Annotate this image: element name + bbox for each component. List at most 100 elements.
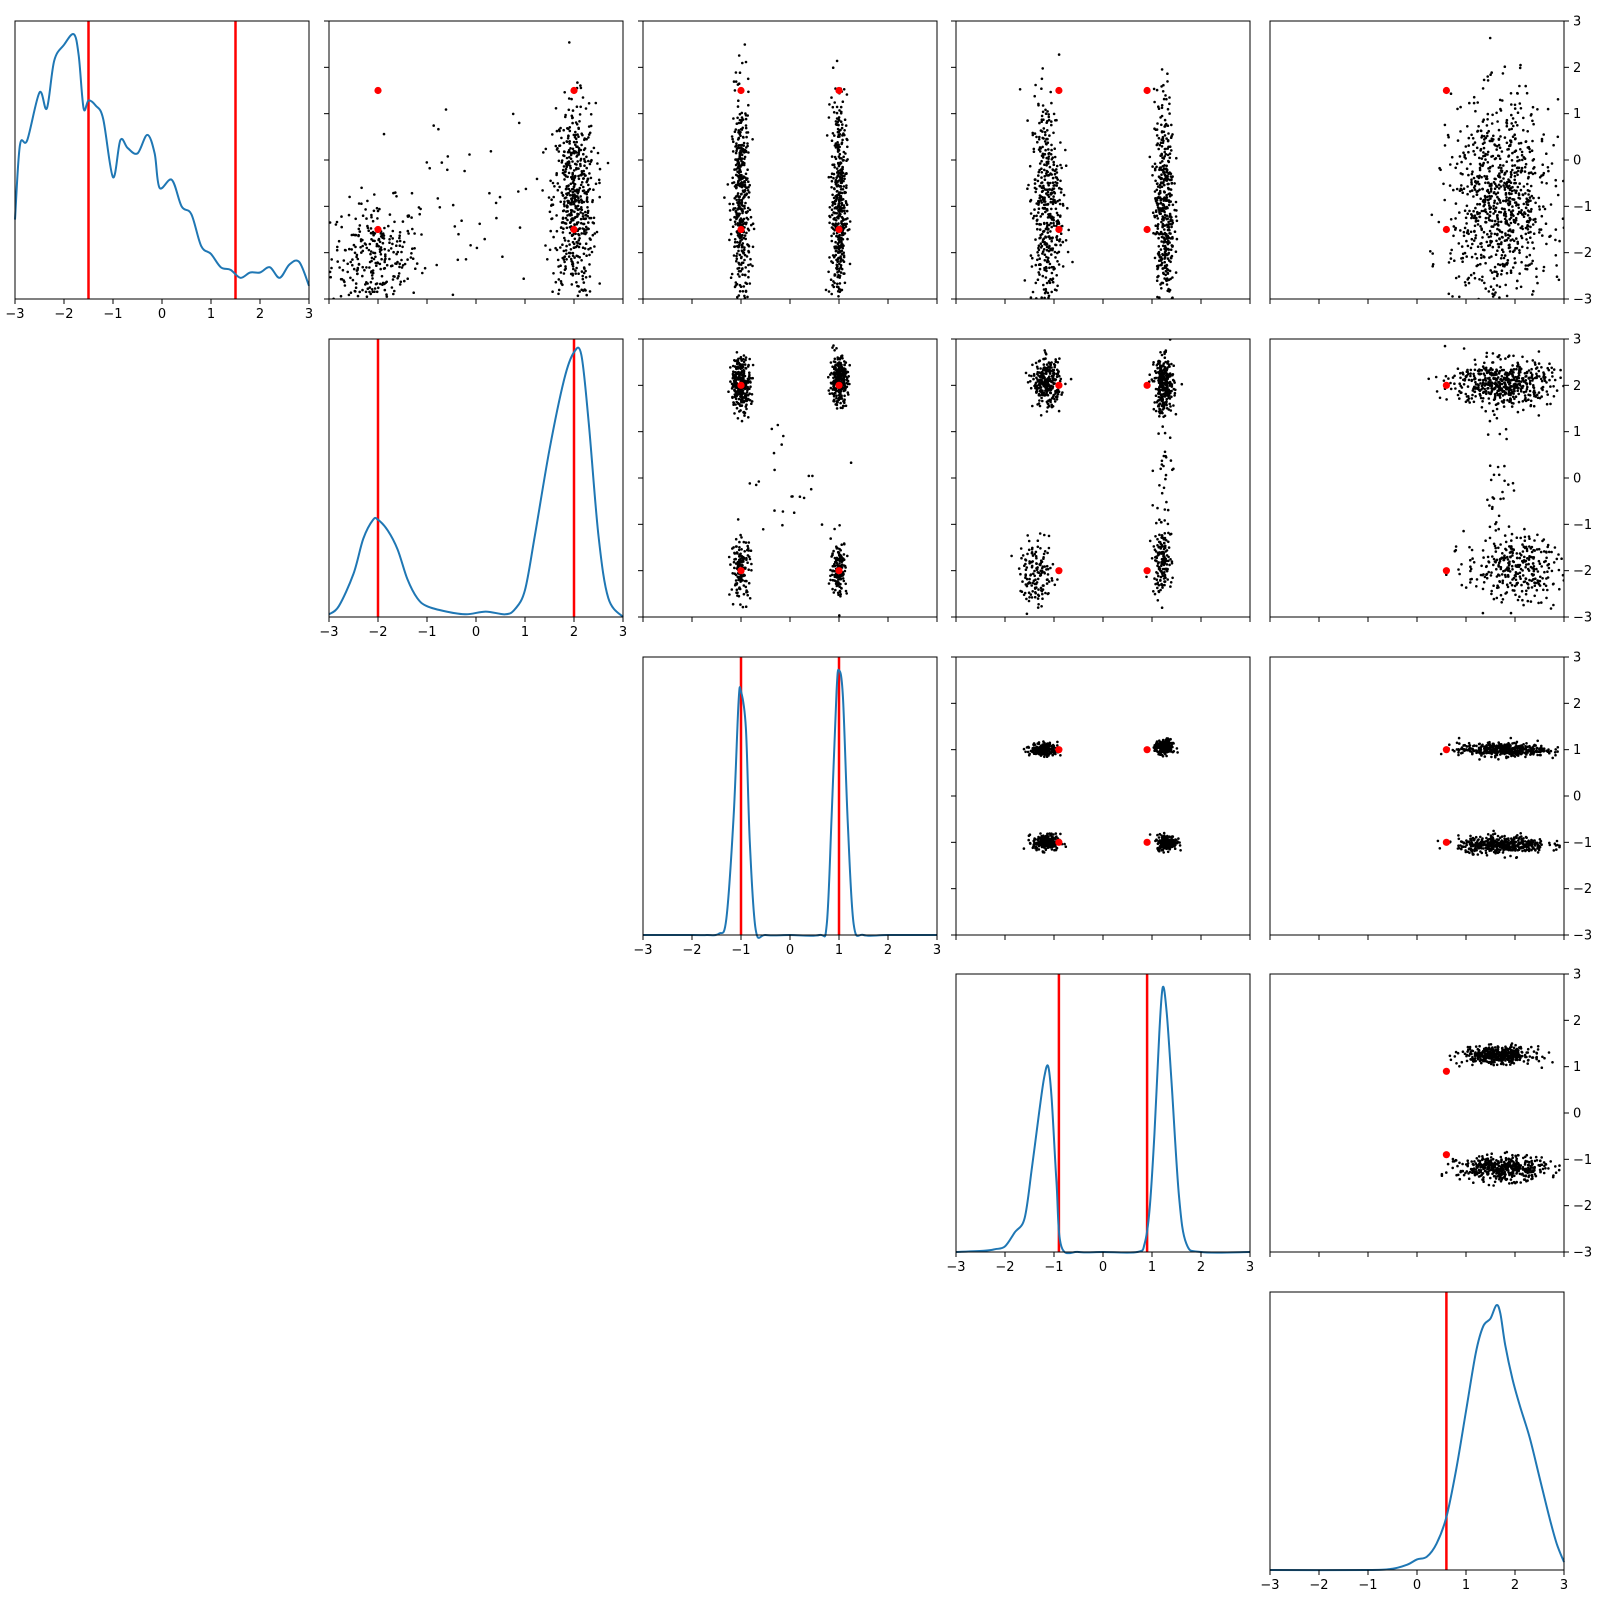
truth-point (570, 86, 578, 95)
sample-point (578, 290, 581, 293)
sample-point (1165, 164, 1168, 168)
sample-point (743, 399, 746, 403)
sample-point (1163, 164, 1166, 167)
sample-point (1048, 223, 1051, 227)
sample-point (750, 569, 753, 572)
sample-point (1508, 192, 1511, 196)
sample-point (567, 239, 570, 243)
sample-point (1526, 146, 1530, 149)
sample-point (1519, 63, 1522, 67)
sample-point (1043, 349, 1046, 352)
sample-point (1162, 190, 1166, 193)
sample-point (1052, 200, 1055, 203)
sample-point (1501, 99, 1504, 102)
sample-point (580, 270, 584, 273)
sample-point (1505, 294, 1509, 298)
panel-frame (1269, 1291, 1565, 1571)
sample-point (1057, 187, 1061, 190)
sample-point (494, 201, 498, 205)
sample-point (1499, 242, 1503, 246)
sample-point (1055, 118, 1058, 122)
sample-point (843, 387, 846, 390)
sample-point (1156, 366, 1159, 370)
sample-point (576, 294, 580, 298)
sample-point (1039, 263, 1042, 267)
sample-point (1055, 211, 1059, 215)
sample-point (1166, 107, 1170, 111)
sample-point (735, 185, 738, 189)
sample-point (740, 249, 744, 252)
sample-point (553, 185, 556, 188)
sample-point (1517, 223, 1520, 226)
sample-point (1051, 280, 1055, 284)
sample-point (748, 208, 752, 212)
sample-point (1465, 222, 1468, 225)
sample-point (1500, 150, 1504, 153)
sample-point (732, 117, 735, 120)
sample-point (737, 294, 741, 297)
sample-point (1045, 410, 1049, 413)
sample-point (1472, 216, 1476, 220)
sample-point (1476, 202, 1479, 206)
density-panel-3: −3 −2 −1 0 1 2 3 (633, 656, 941, 958)
sample-point (549, 179, 552, 183)
x-tick-label: 3 (1560, 1578, 1568, 1593)
sample-point (1162, 180, 1165, 184)
sample-point (1042, 137, 1045, 140)
sample-point (1479, 147, 1483, 151)
sample-point (836, 581, 839, 584)
sample-point (569, 166, 572, 170)
sample-point (1043, 175, 1046, 178)
sample-point (580, 173, 583, 177)
sample-point (379, 253, 383, 256)
x-tick-label: 3 (933, 943, 941, 958)
sample-point (1465, 231, 1469, 235)
sample-point (587, 136, 590, 139)
sample-point (1503, 172, 1507, 175)
sample-point (385, 293, 388, 296)
x-tick-label: 2 (256, 307, 264, 322)
sample-point (739, 217, 743, 220)
sample-point (585, 155, 588, 159)
sample-point (1064, 382, 1067, 386)
sample-point (844, 589, 848, 593)
sample-point (744, 395, 748, 399)
sample-point (567, 108, 571, 112)
sample-point (744, 366, 747, 370)
sample-point (582, 185, 585, 189)
sample-point (735, 149, 738, 153)
sample-point (1470, 180, 1473, 184)
sample-point (1035, 214, 1038, 218)
sample-point (560, 282, 563, 285)
sample-point (423, 266, 427, 270)
sample-point (733, 220, 737, 223)
sample-point (1522, 215, 1526, 218)
sample-point (1059, 232, 1063, 235)
sample-point (1166, 234, 1170, 238)
sample-point (1157, 195, 1160, 199)
sample-point (727, 555, 731, 559)
sample-point (1457, 275, 1461, 278)
sample-point (581, 215, 585, 218)
sample-point (562, 165, 566, 168)
sample-point (833, 101, 836, 104)
sample-point (735, 198, 738, 202)
sample-point (1489, 241, 1492, 244)
sample-point (1478, 162, 1482, 166)
sample-point (832, 549, 835, 553)
sample-point (565, 226, 569, 230)
sample-point (577, 177, 581, 181)
sample-point (1160, 130, 1164, 134)
sample-point (1449, 257, 1453, 260)
sample-point (1028, 374, 1031, 377)
x-tick-label: −1 (1044, 1260, 1063, 1275)
sample-point (1519, 226, 1522, 230)
sample-point (1158, 189, 1162, 193)
sample-point (1032, 377, 1035, 381)
sample-point (563, 196, 567, 200)
sample-point (1051, 236, 1054, 239)
sample-point (1044, 236, 1048, 239)
sample-point (1499, 109, 1503, 112)
sample-point (1499, 185, 1503, 188)
sample-point (562, 141, 566, 145)
